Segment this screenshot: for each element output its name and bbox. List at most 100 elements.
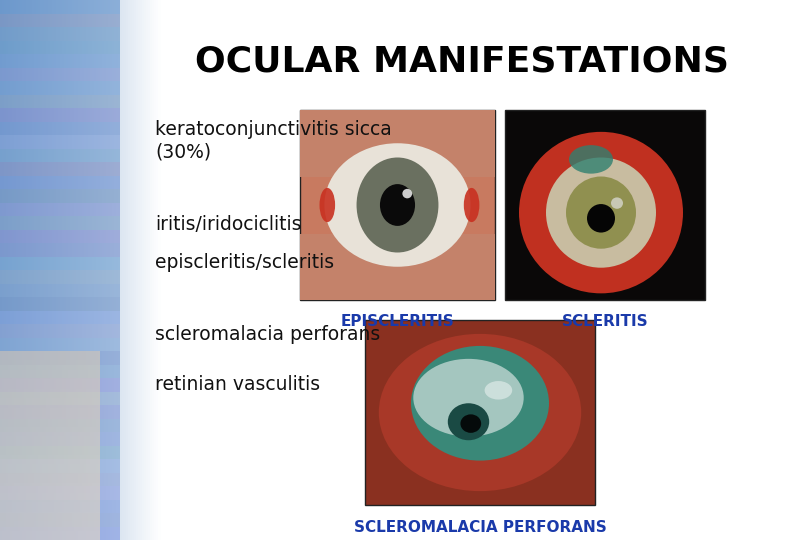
Bar bbox=[0, 0, 120, 14]
Bar bbox=[88, 0, 91, 540]
Bar bbox=[0, 162, 120, 176]
Bar bbox=[0, 14, 120, 27]
Bar bbox=[0, 324, 120, 338]
Bar bbox=[0, 40, 120, 54]
Bar bbox=[8, 0, 11, 540]
Ellipse shape bbox=[413, 359, 524, 436]
Ellipse shape bbox=[566, 177, 636, 249]
Bar bbox=[16, 0, 19, 540]
Bar bbox=[0, 436, 100, 446]
Bar bbox=[50, 0, 53, 540]
Bar bbox=[62, 0, 65, 540]
Bar bbox=[112, 0, 114, 540]
Bar bbox=[365, 320, 595, 505]
Bar bbox=[92, 0, 95, 540]
Bar bbox=[86, 0, 88, 540]
Bar bbox=[0, 148, 120, 162]
Bar bbox=[30, 0, 32, 540]
Bar bbox=[54, 0, 57, 540]
Bar bbox=[146, 0, 148, 540]
Text: scleromalacia perforans: scleromalacia perforans bbox=[155, 325, 380, 344]
Bar bbox=[300, 110, 495, 177]
Bar bbox=[46, 0, 49, 540]
Bar bbox=[0, 27, 120, 40]
Bar bbox=[42, 0, 45, 540]
Bar bbox=[0, 464, 100, 474]
Bar bbox=[144, 0, 147, 540]
Bar bbox=[0, 94, 120, 108]
Bar bbox=[4, 0, 6, 540]
Bar bbox=[68, 0, 70, 540]
Bar bbox=[0, 512, 100, 521]
Bar bbox=[14, 0, 16, 540]
Bar bbox=[0, 472, 120, 486]
Bar bbox=[0, 526, 120, 540]
Bar bbox=[0, 0, 2, 540]
Bar bbox=[156, 0, 159, 540]
Bar bbox=[0, 54, 120, 68]
Bar bbox=[122, 0, 125, 540]
Bar bbox=[0, 446, 100, 455]
Bar bbox=[94, 0, 96, 540]
Ellipse shape bbox=[464, 188, 480, 222]
Bar bbox=[0, 446, 120, 459]
Ellipse shape bbox=[403, 189, 412, 198]
Bar bbox=[0, 513, 120, 526]
Text: episcleritis/scleritis: episcleritis/scleritis bbox=[155, 253, 334, 272]
Bar bbox=[0, 108, 120, 122]
Bar bbox=[0, 486, 120, 500]
Bar bbox=[120, 0, 122, 540]
Bar bbox=[0, 364, 120, 378]
Bar bbox=[0, 351, 100, 361]
Bar bbox=[40, 0, 42, 540]
Ellipse shape bbox=[569, 145, 613, 174]
Bar bbox=[136, 0, 139, 540]
Bar bbox=[32, 0, 35, 540]
Bar bbox=[118, 0, 121, 540]
Bar bbox=[0, 310, 120, 324]
Bar bbox=[0, 230, 120, 243]
Bar bbox=[0, 176, 120, 189]
Bar bbox=[0, 392, 120, 405]
Bar bbox=[300, 233, 495, 300]
Bar bbox=[116, 0, 118, 540]
Bar bbox=[106, 0, 109, 540]
Ellipse shape bbox=[587, 204, 615, 233]
Bar bbox=[110, 0, 113, 540]
Bar bbox=[82, 0, 84, 540]
Bar bbox=[114, 0, 117, 540]
Bar bbox=[44, 0, 46, 540]
Bar bbox=[0, 270, 120, 284]
Bar bbox=[0, 216, 120, 229]
Bar bbox=[52, 0, 54, 540]
Bar bbox=[80, 0, 83, 540]
Bar bbox=[22, 0, 24, 540]
Bar bbox=[78, 0, 80, 540]
Ellipse shape bbox=[448, 403, 489, 440]
Bar bbox=[0, 455, 100, 464]
Bar bbox=[0, 122, 120, 135]
Bar bbox=[0, 361, 100, 370]
Bar bbox=[0, 378, 120, 392]
Ellipse shape bbox=[324, 143, 471, 267]
Bar bbox=[24, 0, 27, 540]
Bar bbox=[130, 0, 133, 540]
Bar bbox=[74, 0, 76, 540]
Bar bbox=[0, 483, 100, 492]
Bar bbox=[104, 0, 106, 540]
Bar bbox=[10, 0, 12, 540]
Bar bbox=[0, 399, 100, 408]
Bar bbox=[96, 0, 99, 540]
Bar bbox=[108, 0, 110, 540]
Bar bbox=[0, 202, 120, 216]
Text: keratoconjunctivitis sicca
(30%): keratoconjunctivitis sicca (30%) bbox=[155, 120, 392, 162]
Bar bbox=[0, 502, 100, 512]
Bar bbox=[142, 0, 144, 540]
Ellipse shape bbox=[356, 158, 438, 253]
Bar bbox=[84, 0, 87, 540]
Bar bbox=[56, 0, 58, 540]
Bar bbox=[0, 81, 120, 94]
Bar bbox=[128, 0, 130, 540]
Bar bbox=[36, 0, 39, 540]
Ellipse shape bbox=[519, 132, 683, 293]
